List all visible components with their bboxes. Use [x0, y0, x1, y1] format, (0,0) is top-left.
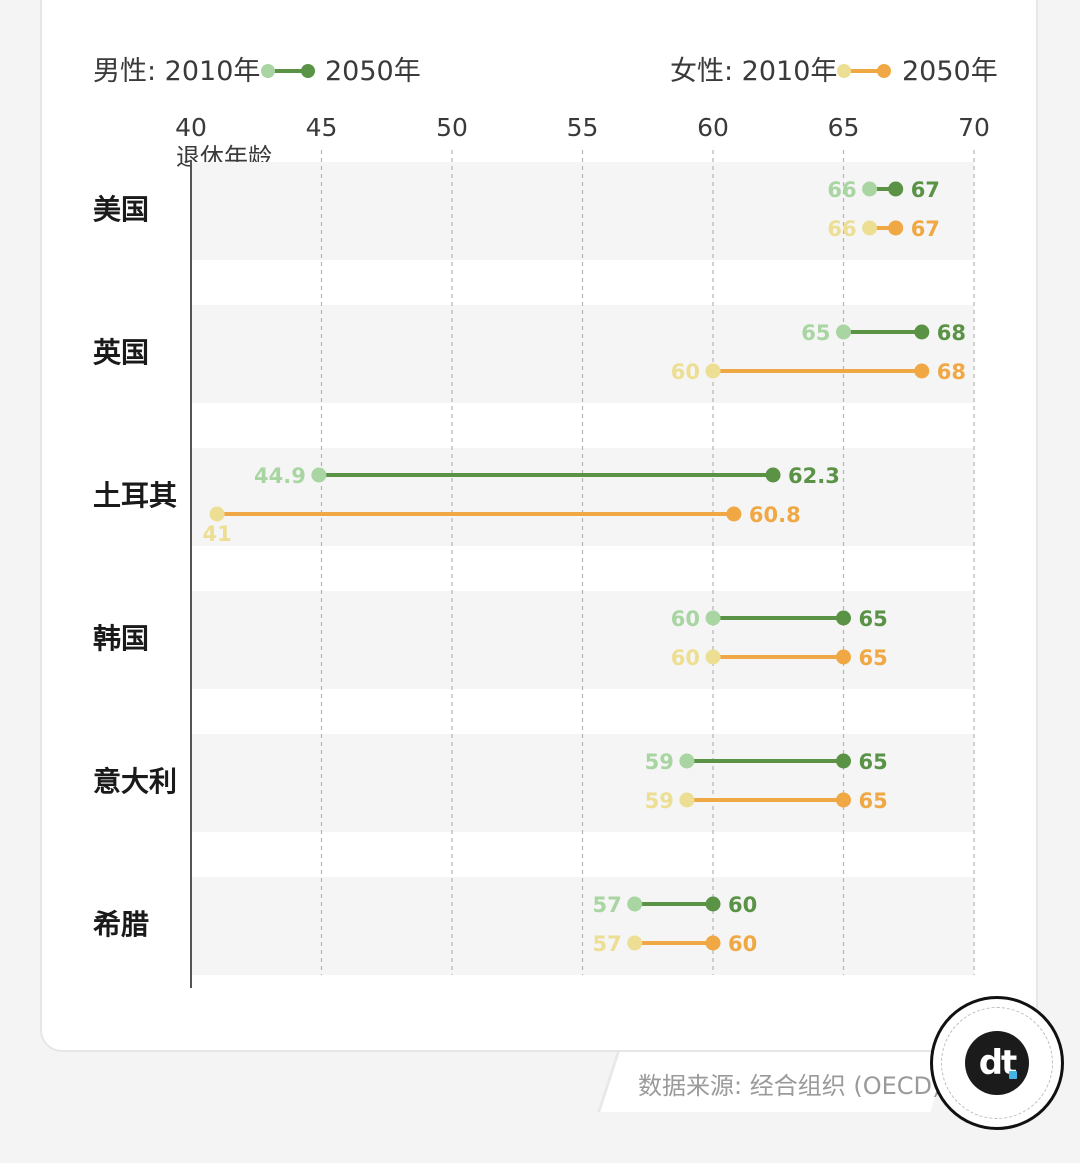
legend-male-label: 男性: 2010年	[93, 56, 260, 87]
value-label-2010: 57	[592, 893, 621, 917]
point-2050	[765, 467, 781, 483]
point-2050	[705, 935, 721, 951]
point-2050	[836, 792, 851, 808]
country-label: 意大利	[93, 765, 177, 798]
country-label: 希腊	[93, 908, 149, 941]
value-label-2010: 60	[671, 607, 700, 631]
point-2010	[705, 610, 721, 626]
point-2010	[627, 935, 643, 951]
value-label-2050: 65	[859, 789, 888, 813]
value-label-2010: 65	[801, 321, 830, 345]
legend: 男性: 2010年 2050年 女性: 2010年 2050年	[93, 56, 998, 87]
country-label: 美国	[93, 193, 149, 226]
point-2010	[679, 792, 695, 808]
point-2050	[726, 506, 742, 522]
value-label-2050: 60.8	[749, 503, 801, 527]
point-2010	[862, 181, 878, 197]
value-label-2010: 44.9	[254, 464, 306, 488]
point-2050	[836, 753, 851, 769]
point-2050	[914, 363, 930, 379]
point-2010	[862, 220, 878, 236]
x-tick-label: 40	[175, 113, 207, 142]
point-2050	[705, 896, 721, 912]
legend-male-end: 2050年	[325, 56, 421, 87]
point-2050	[888, 220, 904, 236]
dumbbell-marks: 66 67 65 68 44.9 62.3 60 65 59 65 57 60 66 67 60 68 41 60…	[202, 178, 966, 956]
value-label-2010: 60	[671, 646, 700, 670]
legend-female-swatch	[837, 64, 891, 78]
x-tick-label: 45	[306, 113, 338, 142]
grid-lines	[320, 150, 975, 975]
point-2010	[836, 324, 851, 340]
value-label-2010: 66	[827, 178, 856, 202]
dt-logo-icon: dt	[965, 1031, 1029, 1095]
x-tick-label: 60	[697, 113, 729, 142]
value-label-2050: 65	[859, 646, 888, 670]
value-label-2050: 67	[911, 217, 940, 241]
value-label-2010: 41	[202, 522, 231, 546]
country-label: 英国	[93, 336, 149, 369]
point-2050	[836, 610, 851, 626]
point-2010	[311, 467, 327, 483]
value-label-2050: 65	[859, 750, 888, 774]
point-2050	[888, 181, 904, 197]
x-tick-label: 55	[567, 113, 599, 142]
source-text: 数据来源: 经合组织 (OECD)	[638, 1072, 942, 1100]
x-tick-label: 70	[958, 113, 990, 142]
country-label: 土耳其	[93, 479, 177, 512]
logo-text: dt	[978, 1043, 1018, 1083]
legend-male-swatch	[261, 64, 315, 78]
point-2050	[836, 649, 851, 665]
value-label-2010: 60	[671, 360, 700, 384]
value-label-2050: 60	[728, 893, 757, 917]
value-label-2010: 59	[645, 750, 674, 774]
point-2010	[705, 363, 721, 379]
value-label-2010: 59	[645, 789, 674, 813]
row-band	[191, 162, 974, 260]
legend-female-end: 2050年	[902, 56, 998, 87]
legend-female-label: 女性: 2010年	[670, 56, 837, 87]
x-axis-ticks: 40 45 50 55 60 65 70	[175, 113, 990, 142]
brand-logo: dt	[930, 996, 1064, 1130]
point-2010	[209, 506, 225, 522]
value-label-2010: 66	[827, 217, 856, 241]
point-2050	[914, 324, 930, 340]
value-label-2050: 60	[728, 932, 757, 956]
value-label-2050: 68	[937, 360, 966, 384]
point-2010	[627, 896, 643, 912]
x-tick-label: 50	[436, 113, 468, 142]
point-2010	[679, 753, 695, 769]
point-2010	[705, 649, 721, 665]
x-tick-label: 65	[828, 113, 860, 142]
value-label-2050: 68	[937, 321, 966, 345]
value-label-2050: 67	[911, 178, 940, 202]
value-label-2050: 65	[859, 607, 888, 631]
country-label: 韩国	[93, 622, 149, 655]
value-label-2010: 57	[592, 932, 621, 956]
value-label-2050: 62.3	[788, 464, 840, 488]
